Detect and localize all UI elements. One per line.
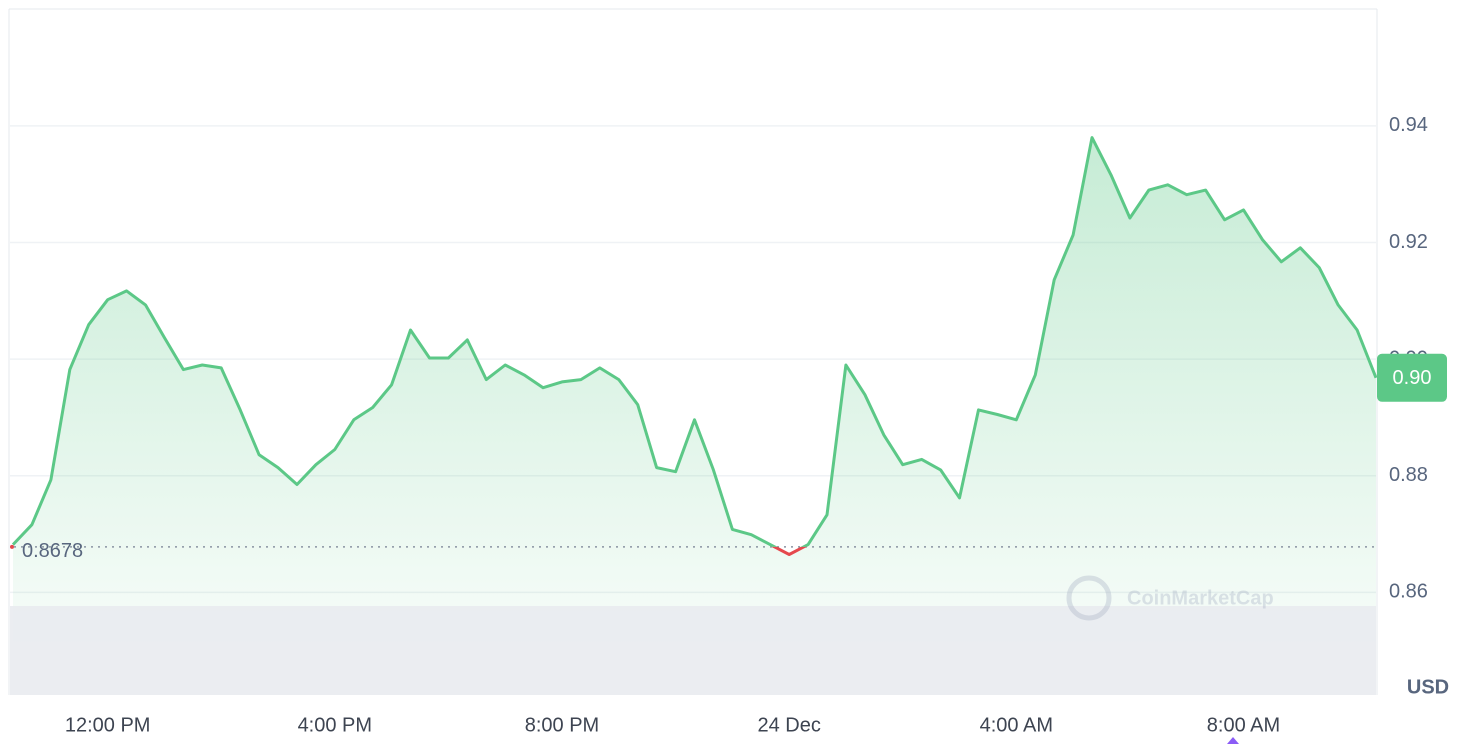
x-tick-label: 4:00 AM <box>980 714 1053 736</box>
watermark-logo <box>1066 575 1112 621</box>
baseline-dot <box>10 544 14 549</box>
y-tick-label: 0.86 <box>1389 581 1428 603</box>
x-tick-label: 12:00 PM <box>65 714 151 736</box>
volume-area <box>10 606 1376 695</box>
y-tick-label: 0.88 <box>1389 464 1428 486</box>
x-tick-label: 8:00 PM <box>525 714 599 736</box>
price-badge <box>1377 353 1447 402</box>
price-badge-label: 0.90 <box>1393 367 1432 389</box>
x-tick-label: 24 Dec <box>757 714 820 736</box>
watermark: CoinMarketCap <box>1066 575 1274 621</box>
marker <box>1227 737 1239 744</box>
y-tick-label: 0.92 <box>1389 231 1428 253</box>
price-line <box>11 136 1378 547</box>
watermark-text: CoinMarketCap <box>1127 587 1274 609</box>
y-tick-label: 0.94 <box>1389 114 1428 136</box>
area-fill <box>13 137 1376 696</box>
y-unit: USD <box>1407 676 1449 698</box>
baseline-label: 0.8678 <box>22 540 83 562</box>
x-tick-label: 8:00 AM <box>1207 714 1280 736</box>
x-tick-label: 4:00 PM <box>298 714 372 736</box>
